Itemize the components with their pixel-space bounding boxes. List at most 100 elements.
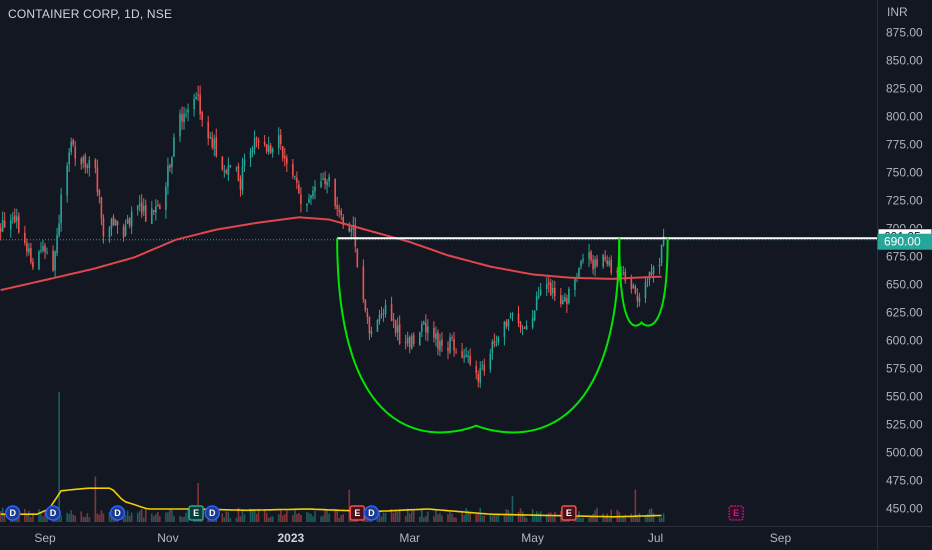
volume-bar: [308, 513, 310, 522]
candle-body: [396, 325, 399, 333]
candle-body: [80, 158, 83, 165]
candle-body: [153, 210, 155, 213]
candle-body: [461, 351, 463, 358]
volume-bar: [221, 513, 224, 522]
volume-bar: [539, 511, 542, 522]
candle-body: [201, 112, 203, 120]
volume-bar: [86, 513, 89, 522]
volume-bar: [255, 513, 258, 522]
volume-bar: [477, 514, 480, 522]
candle-body: [24, 232, 26, 243]
dividend-marker[interactable]: D: [109, 505, 126, 521]
symbol-title[interactable]: CONTAINER CORP, 1D, NSE: [8, 7, 173, 21]
dividend-marker[interactable]: D: [5, 505, 21, 521]
candle-body: [507, 319, 510, 327]
volume-bar: [312, 516, 314, 522]
candle-body: [183, 113, 185, 122]
candle-body: [167, 166, 169, 187]
candle-body: [592, 259, 594, 270]
time-tick-label: Sep: [770, 531, 792, 545]
candle-body: [539, 290, 542, 295]
candle-body: [662, 236, 665, 245]
volume-bar: [467, 510, 469, 522]
volume-bar: [187, 508, 189, 522]
earnings-marker[interactable]: E: [728, 505, 744, 521]
earnings-marker[interactable]: E: [561, 505, 577, 521]
volume-bar: [592, 513, 594, 522]
candle-body: [314, 186, 316, 192]
price-tick-label: 650.00: [886, 278, 923, 292]
candle-body: [410, 335, 413, 349]
candle-body: [622, 272, 625, 274]
candle-body: [56, 234, 58, 253]
candle-body: [423, 321, 425, 325]
dividend-marker[interactable]: D: [204, 505, 220, 521]
volume-bar: [336, 509, 338, 522]
candle-body: [519, 321, 522, 328]
candle-body: [136, 205, 139, 210]
candle-body: [509, 316, 512, 318]
earnings-marker[interactable]: E: [188, 505, 204, 521]
candle-body: [114, 219, 117, 226]
candle-body: [1, 219, 4, 232]
volume-bar: [608, 517, 610, 522]
candle-body: [157, 204, 159, 206]
volume-bar: [523, 516, 526, 522]
volume-bar: [404, 515, 407, 522]
dividend-marker[interactable]: D: [363, 505, 380, 521]
candle-body: [124, 224, 127, 236]
candle-body: [350, 228, 353, 232]
time-axis[interactable]: Sep Nov 2023 Mar May Jul Sep: [34, 531, 791, 545]
volume-bar: [588, 517, 590, 522]
candle-body: [15, 216, 18, 222]
volume-bar: [326, 509, 328, 522]
volume-bar: [144, 508, 147, 522]
volume-bar: [338, 518, 340, 522]
volume-bar: [167, 512, 169, 522]
volume-bar: [263, 508, 266, 522]
candle-body: [173, 137, 175, 157]
volume-bar: [469, 511, 471, 522]
volume-bar: [155, 514, 157, 522]
volume-bar: [281, 515, 284, 522]
volume-bar: [481, 515, 484, 522]
candle-body: [94, 159, 97, 168]
volume-bar: [324, 509, 326, 522]
volume-bar: [257, 508, 260, 522]
candle-body: [227, 165, 230, 176]
volume-bar: [479, 507, 482, 522]
volume-bar: [173, 515, 175, 522]
price-axis[interactable]: INR 450.00 475.00 500.00 525.00 550.00 575.00…: [886, 5, 923, 516]
volume-bar: [159, 516, 161, 522]
dividend-icon: [204, 505, 220, 521]
volume-bar: [620, 517, 623, 522]
candle-body: [249, 151, 252, 159]
dividend-marker[interactable]: D: [45, 505, 61, 521]
candle-body: [283, 156, 286, 159]
candle-body: [100, 197, 103, 219]
candle-body: [594, 259, 596, 269]
candle-body: [433, 328, 435, 338]
candle-body: [493, 341, 496, 344]
candle-body: [380, 313, 383, 315]
pattern-drawings[interactable]: [0, 237, 877, 434]
candle-body: [483, 365, 486, 371]
volume-bar: [70, 510, 72, 522]
candle-body: [138, 204, 141, 206]
volume-bar: [269, 516, 272, 522]
volume-bar: [489, 513, 492, 522]
candle-body: [574, 277, 576, 291]
candle-body: [394, 320, 397, 333]
candle-body: [580, 260, 582, 267]
volume-bar: [102, 513, 105, 522]
volume-bar: [465, 508, 467, 522]
candle-body: [239, 179, 242, 190]
earnings-marker[interactable]: E: [349, 505, 366, 521]
volume-bar: [511, 496, 514, 522]
volume-bar: [396, 511, 399, 522]
volume-bar: [509, 513, 512, 522]
volume-bar: [632, 517, 635, 522]
candle-body: [110, 218, 113, 229]
